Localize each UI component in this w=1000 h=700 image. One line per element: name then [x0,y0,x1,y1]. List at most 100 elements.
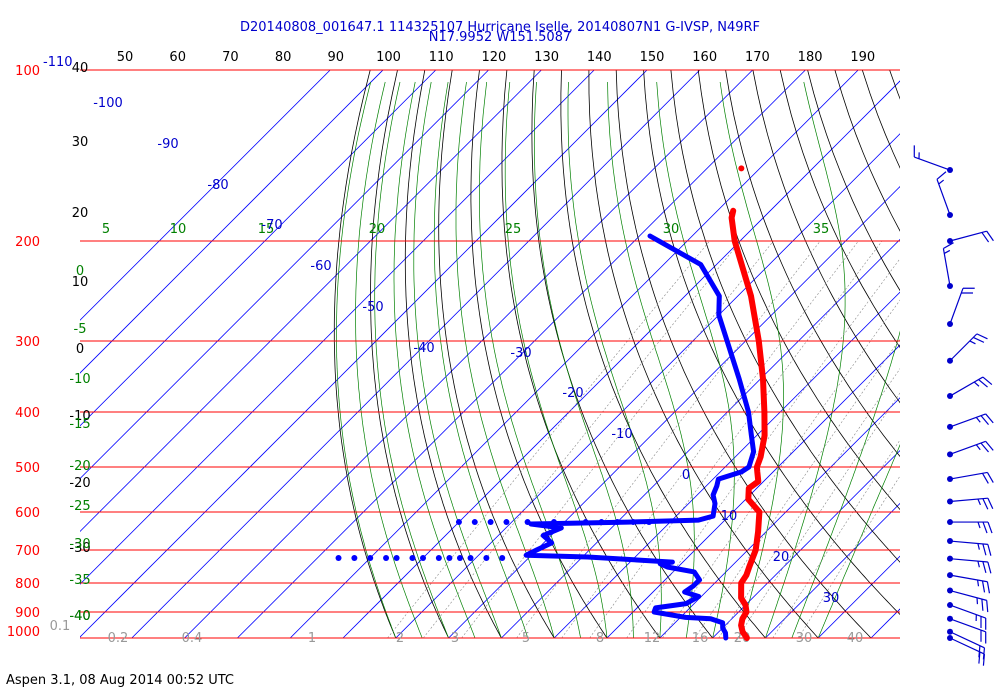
background-grid [80,70,1000,639]
wind-barb-feather [980,442,989,453]
mixing-ratio-line [737,392,900,639]
dry-adiabat-line [944,70,1000,638]
wind-barb-half-feather [943,249,951,254]
dry-adiabat-line [333,70,397,639]
isotherm-line [184,70,753,639]
isotherm-line [342,80,900,639]
isotherm-line [80,70,437,427]
moist-adiabat-top-label: 30 [663,222,680,237]
mixing-ratio-label: 40 [847,631,864,646]
dewpoint-dot [614,519,621,526]
wind-barb-feather [986,581,991,594]
dry-adiabat-line [470,70,608,639]
wind-barb-shaft [949,230,987,242]
wind-barb-shaft [949,497,988,503]
isotherm-label: 20 [773,550,790,565]
wind-barb-feather [982,654,986,666]
pressure-axis-label: 900 [15,606,40,621]
wind-barb-feather [978,651,981,664]
wind-barb-feather [976,333,988,340]
top-temperature-label: 180 [798,50,823,65]
wind-barb [947,538,992,556]
top-temperature-label: 170 [745,50,770,65]
isotherm-label: -40 [413,341,434,356]
wind-barb-half-feather [977,543,980,550]
dry-adiabat-line [370,70,449,639]
wind-barb [947,615,987,644]
moist-adiabat-line [413,81,502,639]
wind-barb-feather [936,171,947,180]
mixing-ratio-label: 2 [396,631,404,646]
wind-barb-feather [987,521,993,534]
isotherm-label: -30 [510,346,531,361]
isotherm-line [80,70,384,374]
moist-adiabat-top-label: 20 [369,222,386,237]
mixing-ratio-label: 0.2 [108,631,129,646]
wind-barb-shaft [949,589,987,601]
dry-adiabat-line [889,70,900,100]
isotherm-label: -80 [207,178,228,193]
wind-barb-feather [980,415,989,425]
isotherm-line [80,70,595,585]
wind-barb-shaft [949,637,985,655]
top-temperature-label: 130 [534,50,559,65]
isotherm-line [80,70,331,321]
dewpoint-dot [446,554,453,561]
dry-adiabat-line [501,70,661,639]
top-temperature-label: 80 [275,50,292,65]
mixing-ratio-label: 16 [692,631,709,646]
wind-barb [947,413,994,430]
wind-barb-half-feather [938,179,945,185]
wind-barb [947,440,994,458]
wind-barb [913,145,953,174]
dry-adiabat-line [779,70,900,349]
wind-barb-shaft [914,156,951,171]
top-temperature-label: 140 [587,50,612,65]
moist-adiabat-line [791,330,900,639]
isotherm-label: -20 [562,386,583,401]
isotherm-line [80,70,489,480]
dewpoint-dot [409,554,416,561]
wind-barb-feather [986,600,989,613]
isotherm-line [80,70,648,638]
dry-adiabat-label: -10 [69,409,90,424]
dry-adiabat-label: -20 [69,476,90,491]
mixing-ratio-label: 8 [596,631,604,646]
dry-adiabat-label: -30 [69,541,90,556]
dry-adiabat-line [752,70,900,404]
top-temperature-label: 70 [222,50,239,65]
wind-barb [947,635,986,666]
isotherm-label: -60 [310,259,331,274]
wind-barb-shaft [942,248,951,287]
dry-adiabat-line [560,70,766,639]
dewpoint-dot [646,519,653,526]
top-temperature-label: 160 [692,50,717,65]
wind-barb-feather [973,336,985,343]
dry-adiabat-line [834,70,900,232]
dewpoint-dot [550,519,557,526]
wind-barb-shaft [949,558,988,563]
wind-barb-shaft [949,376,984,397]
moist-adiabat-line [656,81,735,639]
mixing-ratio-line [626,258,900,639]
isotherm-label: -70 [261,218,282,233]
top-temperature-label: 110 [429,50,454,65]
wind-barb-feather [943,242,954,250]
isotherm-line [553,291,900,639]
moist-adiabat-line [393,81,476,639]
isotherm-line [765,502,900,639]
mixing-ratio-line [561,240,859,639]
wind-barb-shaft [936,179,951,216]
wind-barb [947,333,988,364]
wind-barb-shaft [949,413,986,428]
wind-barb-shaft [949,540,988,545]
dewpoint-dot [503,519,510,526]
isotherm-line [395,133,900,639]
wind-barb [947,602,987,630]
moist-adiabat-line [817,444,900,639]
dewpoint-dot [456,554,463,561]
dewpoint-dot [383,554,390,561]
dewpoint-dot [467,554,474,561]
wind-barb-feather [987,561,992,574]
